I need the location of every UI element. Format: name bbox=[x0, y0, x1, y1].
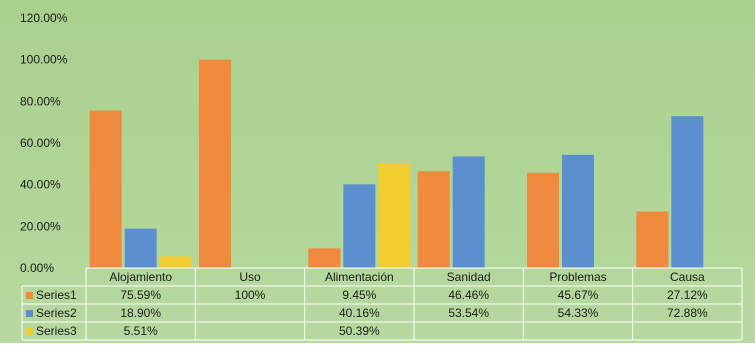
bar-series1-2 bbox=[308, 248, 341, 268]
data-label: 72.88% bbox=[667, 306, 708, 320]
bar-series1-5 bbox=[636, 211, 669, 268]
y-tick-label: 60.00% bbox=[20, 136, 61, 150]
category-label: Uso bbox=[239, 270, 261, 284]
y-tick-label: 20.00% bbox=[20, 219, 61, 233]
bar-series3-0 bbox=[159, 256, 192, 268]
bar-series1-0 bbox=[89, 110, 122, 268]
legend-swatch-series3 bbox=[26, 328, 33, 335]
data-label: 100% bbox=[235, 288, 266, 302]
bar-series2-2 bbox=[343, 184, 376, 268]
legend-swatch-series1 bbox=[26, 292, 33, 299]
data-label: 27.12% bbox=[667, 288, 708, 302]
legend-swatch-series2 bbox=[26, 310, 33, 317]
category-label: Sanidad bbox=[447, 270, 491, 284]
data-label: 46.46% bbox=[448, 288, 489, 302]
data-label: 45.67% bbox=[558, 288, 599, 302]
data-label: 9.45% bbox=[342, 288, 376, 302]
y-tick-label: 120.00% bbox=[20, 11, 68, 25]
legend-label-series3: Series3 bbox=[36, 324, 77, 338]
data-label: 53.54% bbox=[448, 306, 489, 320]
y-tick-label: 100.00% bbox=[20, 53, 68, 67]
bar-series2-3 bbox=[452, 156, 485, 268]
y-tick-label: 40.00% bbox=[20, 178, 61, 192]
data-label: 5.51% bbox=[124, 324, 158, 338]
bar-series1-1 bbox=[199, 59, 231, 268]
bar-series2-0 bbox=[124, 228, 157, 268]
bar-series2-4 bbox=[562, 154, 594, 268]
bar-series1-3 bbox=[417, 171, 450, 268]
category-label: Alojamiento bbox=[109, 270, 172, 284]
category-label: Causa bbox=[670, 270, 705, 284]
data-label: 40.16% bbox=[339, 306, 380, 320]
bar-series3-2 bbox=[378, 163, 411, 268]
data-label: 18.90% bbox=[120, 306, 161, 320]
category-label: Problemas bbox=[549, 270, 606, 284]
category-label: Alimentación bbox=[325, 270, 394, 284]
y-tick-label: 80.00% bbox=[20, 94, 61, 108]
data-label: 50.39% bbox=[339, 324, 380, 338]
bar-series2-5 bbox=[671, 116, 704, 269]
bar-series1-4 bbox=[527, 172, 559, 268]
data-label: 54.33% bbox=[558, 306, 599, 320]
y-tick-label: 0.00% bbox=[20, 261, 54, 275]
legend-label-series1: Series1 bbox=[36, 288, 77, 302]
legend-label-series2: Series2 bbox=[36, 306, 77, 320]
data-label: 75.59% bbox=[120, 288, 161, 302]
